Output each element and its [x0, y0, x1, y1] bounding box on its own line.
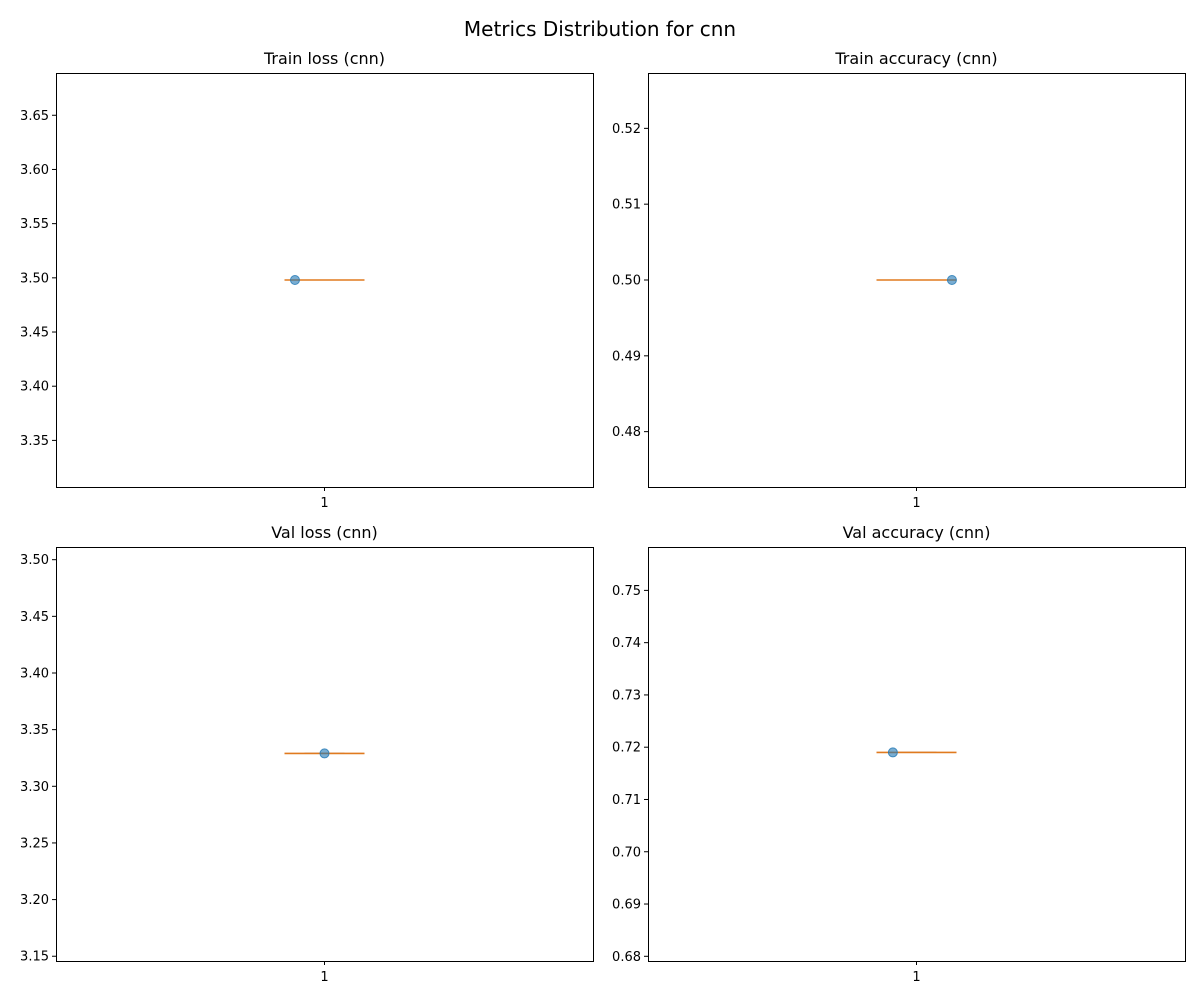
y-tick-label: 3.40	[20, 666, 49, 681]
y-tick-label: 0.70	[612, 845, 641, 860]
y-tick-label: 0.52	[612, 122, 641, 137]
figure-title: Metrics Distribution for cnn	[464, 17, 736, 41]
y-tick-label: 3.15	[20, 950, 49, 965]
data-point	[946, 275, 957, 285]
y-tick-label: 3.30	[20, 780, 49, 795]
subplot-title: Val loss (cnn)	[271, 523, 378, 542]
subplot-3: Val loss (cnn) 3.15 3.20 3.25 3.30 3.35 3.40 3.…	[20, 523, 594, 985]
y-tick-label: 0.49	[612, 349, 641, 364]
y-tick-label: 3.60	[20, 163, 49, 178]
subplot-title: Train accuracy (cnn)	[834, 49, 997, 68]
y-tick-label: 0.50	[612, 274, 641, 289]
subplot-1: Train loss (cnn) 3.35 3.40 3.45 3.50 3.55 3.60…	[20, 49, 594, 511]
x-tick-label: 1	[320, 970, 328, 985]
y-tick-label: 0.73	[612, 688, 641, 703]
x-tick-label: 1	[912, 496, 920, 511]
y-tick-label: 3.45	[20, 610, 49, 625]
y-tick-label: 0.75	[612, 584, 641, 599]
subplot-2: Train accuracy (cnn) 0.48 0.49 0.50 0.51 0.52…	[612, 49, 1186, 511]
y-tick-label: 0.48	[612, 425, 641, 440]
y-tick-label: 3.50	[20, 553, 49, 568]
y-tick-label: 3.25	[20, 836, 49, 851]
y-tick-label: 3.55	[20, 217, 49, 232]
y-tick-label: 3.40	[20, 380, 49, 395]
y-tick-label: 3.45	[20, 326, 49, 341]
y-tick-label: 0.74	[612, 636, 641, 651]
data-point	[887, 747, 898, 758]
axes-frame	[648, 547, 1186, 962]
y-tick-label: 0.71	[612, 793, 641, 808]
x-tick-label: 1	[912, 970, 920, 985]
y-tick-label: 3.65	[20, 109, 49, 124]
y-tick-label: 0.72	[612, 741, 641, 756]
data-point	[319, 748, 330, 759]
data-point	[289, 275, 300, 285]
y-tick-label: 0.68	[612, 950, 641, 965]
y-tick-label: 3.20	[20, 893, 49, 908]
y-tick-label: 3.35	[20, 434, 49, 449]
y-tick-label: 3.35	[20, 723, 49, 738]
subplot-title: Train loss (cnn)	[263, 49, 385, 68]
subplot-title: Val accuracy (cnn)	[843, 523, 991, 542]
subplot-4: Val accuracy (cnn) 0.68 0.69 0.70 0.71 0.72 0.…	[612, 523, 1186, 985]
y-tick-label: 0.51	[612, 198, 641, 213]
y-tick-label: 0.69	[612, 898, 641, 913]
x-tick-label: 1	[320, 496, 328, 511]
subplots: Train loss (cnn) 3.35 3.40 3.45 3.50 3.55 3.60…	[20, 49, 1186, 985]
y-tick-label: 3.50	[20, 271, 49, 286]
